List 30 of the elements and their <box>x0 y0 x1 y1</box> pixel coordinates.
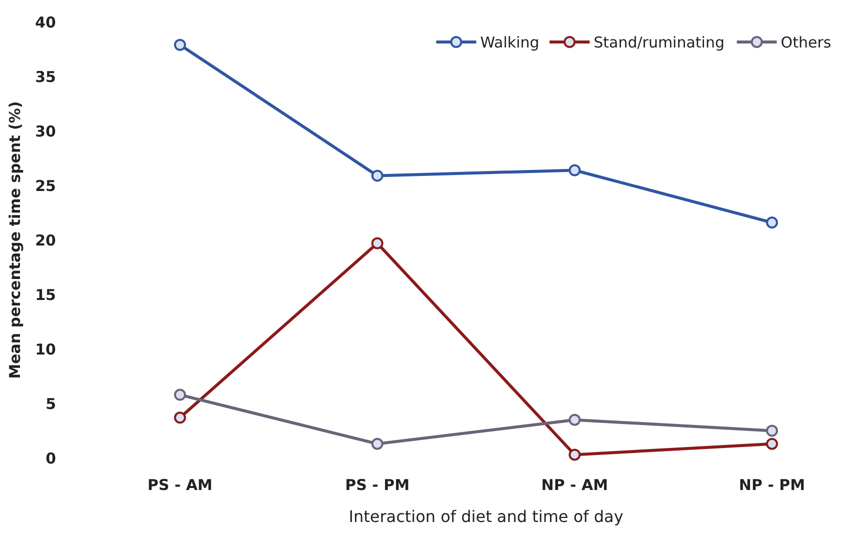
x-axis-title: Interaction of diet and time of day <box>348 507 624 526</box>
y-axis-title: Mean percentage time spent (%) <box>6 101 24 379</box>
y-tick-label: 30 <box>35 122 56 140</box>
point <box>371 170 384 182</box>
point <box>174 38 186 51</box>
legend-label: Others <box>780 33 832 52</box>
x-tick-label: PS - AM <box>147 476 213 494</box>
y-tick-label: 25 <box>35 176 56 195</box>
x-tick-label: PS - PM <box>345 476 410 494</box>
y-tick-label: 10 <box>35 340 56 358</box>
x-tick-label: NP - PM <box>738 476 806 494</box>
x-tick-label: NP - AM <box>541 476 608 494</box>
point <box>568 164 581 176</box>
point <box>568 414 581 426</box>
point <box>568 448 581 461</box>
point <box>766 438 778 450</box>
point <box>766 216 778 229</box>
y-tick-label: 40 <box>35 13 56 32</box>
legend-label: Stand/ruminating <box>594 33 725 52</box>
point <box>371 237 384 250</box>
y-tick-label: 35 <box>35 68 56 86</box>
point <box>174 412 186 424</box>
point <box>371 438 384 450</box>
y-tick-label: 0 <box>46 449 56 468</box>
y-tick-label: 15 <box>35 286 56 304</box>
point <box>174 388 186 401</box>
y-tick-label: 20 <box>35 231 56 250</box>
point <box>766 424 778 437</box>
y-tick-label: 5 <box>46 394 56 413</box>
legend-label: Walking <box>480 33 540 52</box>
